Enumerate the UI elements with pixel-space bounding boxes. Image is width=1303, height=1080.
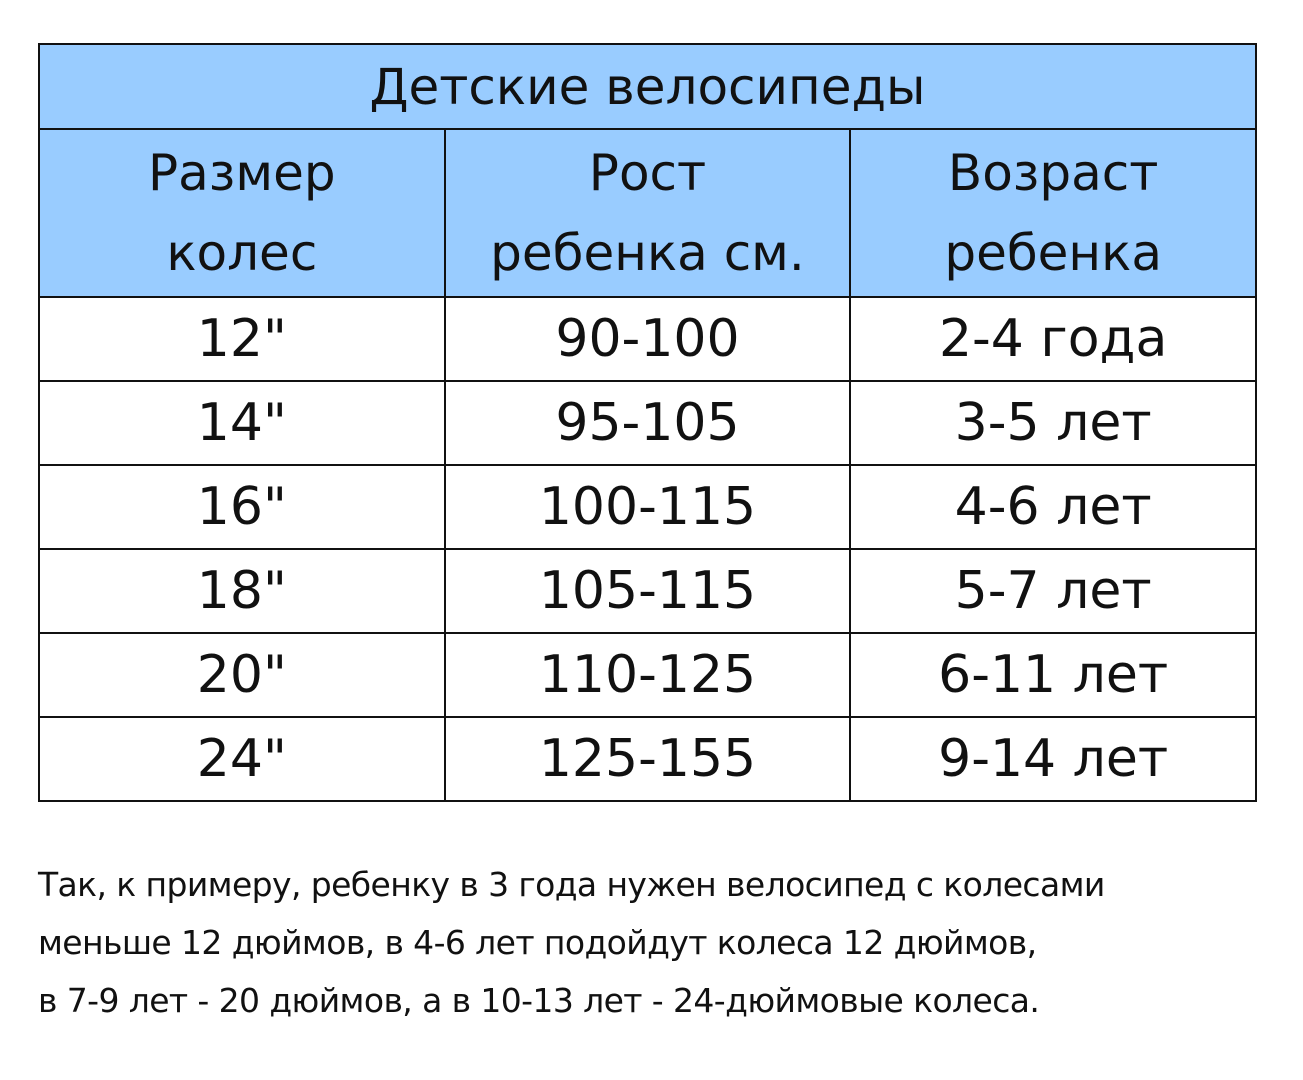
note-line: Так, к примеру, ребенку в 3 года нужен в…: [38, 865, 1105, 904]
cell-age: 2-4 года: [849, 296, 1257, 382]
header-child-age: Возраст ребенка: [849, 128, 1257, 298]
cell-wheel-size: 18": [38, 548, 446, 634]
cell-age: 4-6 лет: [849, 464, 1257, 550]
table-row: 20" 110-125 6-11 лет: [38, 632, 1257, 718]
cell-age: 6-11 лет: [849, 632, 1257, 718]
note-line: в 7-9 лет - 20 дюймов, а в 10-13 лет - 2…: [38, 981, 1040, 1020]
table-row: 16" 100-115 4-6 лет: [38, 464, 1257, 550]
cell-wheel-size: 24": [38, 716, 446, 802]
cell-wheel-size: 14": [38, 380, 446, 466]
bike-size-table: Детские велосипеды Размер колес Рост ребен…: [38, 43, 1257, 802]
cell-age: 9-14 лет: [849, 716, 1257, 802]
header-child-height: Рост ребенка см.: [443, 128, 852, 298]
cell-height: 105-115: [443, 548, 852, 634]
cell-height: 110-125: [443, 632, 852, 718]
cell-wheel-size: 12": [38, 296, 446, 382]
cell-age: 3-5 лет: [849, 380, 1257, 466]
cell-height: 90-100: [443, 296, 852, 382]
header-row: Размер колес Рост ребенка см. Возраст ребен…: [38, 128, 1257, 298]
cell-wheel-size: 20": [38, 632, 446, 718]
explanation-note: Так, к примеру, ребенку в 3 года нужен в…: [38, 856, 1105, 1030]
table-row: 14" 95-105 3-5 лет: [38, 380, 1257, 466]
cell-age: 5-7 лет: [849, 548, 1257, 634]
table-row: 18" 105-115 5-7 лет: [38, 548, 1257, 634]
cell-height: 100-115: [443, 464, 852, 550]
cell-height: 125-155: [443, 716, 852, 802]
table-row: 24" 125-155 9-14 лет: [38, 716, 1257, 802]
cell-wheel-size: 16": [38, 464, 446, 550]
table-row: 12" 90-100 2-4 года: [38, 296, 1257, 382]
note-line: меньше 12 дюймов, в 4-6 лет подойдут кол…: [38, 923, 1037, 962]
header-wheel-size: Размер колес: [38, 128, 446, 298]
table-title: Детские велосипеды: [38, 43, 1257, 130]
cell-height: 95-105: [443, 380, 852, 466]
